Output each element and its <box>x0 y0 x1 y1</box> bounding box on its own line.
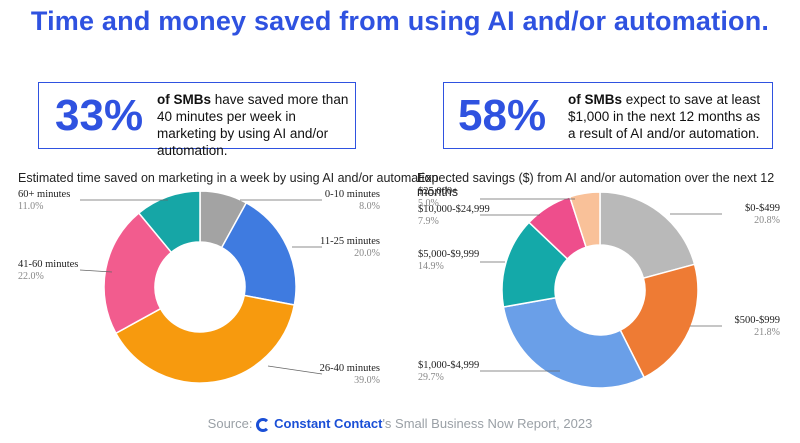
source-brand: Constant Contact <box>274 416 383 431</box>
slice-value-label: 20.0% <box>354 248 380 259</box>
donut-slice <box>599 191 696 280</box>
slice-value-label: 20.8% <box>754 215 780 226</box>
leader-line <box>267 365 323 375</box>
stat-text: of SMBs have saved more than 40 minutes … <box>157 91 349 159</box>
slice-category-label: 41-60 minutes <box>18 259 78 270</box>
donut-chart-1 <box>103 190 297 384</box>
stat-percent: 58% <box>458 91 547 140</box>
slice-category-label: $25,000+ <box>418 186 458 197</box>
donut-chart-2 <box>501 191 699 389</box>
stat-box-time: 33% of SMBs have saved more than 40 minu… <box>38 82 356 158</box>
slice-category-label: $10,000-$24,999 <box>418 204 490 215</box>
chart-title-savings: Expected savings ($) from AI and/or auto… <box>417 171 775 199</box>
stat-text-bold: of SMBs <box>157 92 211 107</box>
stat-text: of SMBs expect to save at least $1,000 i… <box>568 91 768 142</box>
stat-text-rest: have saved more than 40 minutes per week… <box>157 92 349 158</box>
stat-text-rest: expect to save at least $1,000 in the ne… <box>568 92 761 141</box>
donut-slice <box>619 263 699 379</box>
donut-slice <box>103 211 173 335</box>
source-prefix: Source: <box>207 416 253 431</box>
constant-contact-logo-icon <box>256 418 271 432</box>
slice-category-label: 26-40 minutes <box>320 363 380 374</box>
slice-category-label: 11-25 minutes <box>320 236 380 247</box>
stat-text-bold: of SMBs <box>568 92 622 107</box>
leader-line <box>79 269 113 273</box>
source-footer: Source: Constant Contact's Small Busines… <box>0 416 800 432</box>
slice-category-label: $500-$999 <box>735 315 781 326</box>
page-title: Time and money saved from using AI and/o… <box>30 6 770 36</box>
stat-box-money: 58% of SMBs expect to save at least $1,0… <box>443 82 773 149</box>
donut-slice <box>568 191 601 249</box>
donut-slice <box>137 190 201 254</box>
slice-value-label: 7.9% <box>418 216 439 227</box>
donut-slice <box>502 296 646 389</box>
slice-value-label: 21.8% <box>754 327 780 338</box>
donut-slice <box>114 294 296 384</box>
slice-category-label: $5,000-$9,999 <box>418 249 479 260</box>
slice-value-label: 5.0% <box>418 198 439 209</box>
slice-value-label: 22.0% <box>18 271 44 282</box>
slice-value-label: 8.0% <box>359 201 380 212</box>
slice-category-label: $1,000-$4,999 <box>418 360 479 371</box>
slice-value-label: 39.0% <box>354 375 380 386</box>
stat-percent: 33% <box>55 91 144 140</box>
slice-value-label: 11.0% <box>18 201 43 212</box>
source-suffix: 's Small Business Now Report, 2023 <box>382 416 593 431</box>
slice-category-label: 60+ minutes <box>18 189 70 200</box>
slice-category-label: $0-$499 <box>745 203 780 214</box>
slice-category-label: 0-10 minutes <box>325 189 380 200</box>
slice-value-label: 14.9% <box>418 261 444 272</box>
slice-value-label: 29.7% <box>418 372 444 383</box>
chart-title-time: Estimated time saved on marketing in a w… <box>18 171 439 185</box>
